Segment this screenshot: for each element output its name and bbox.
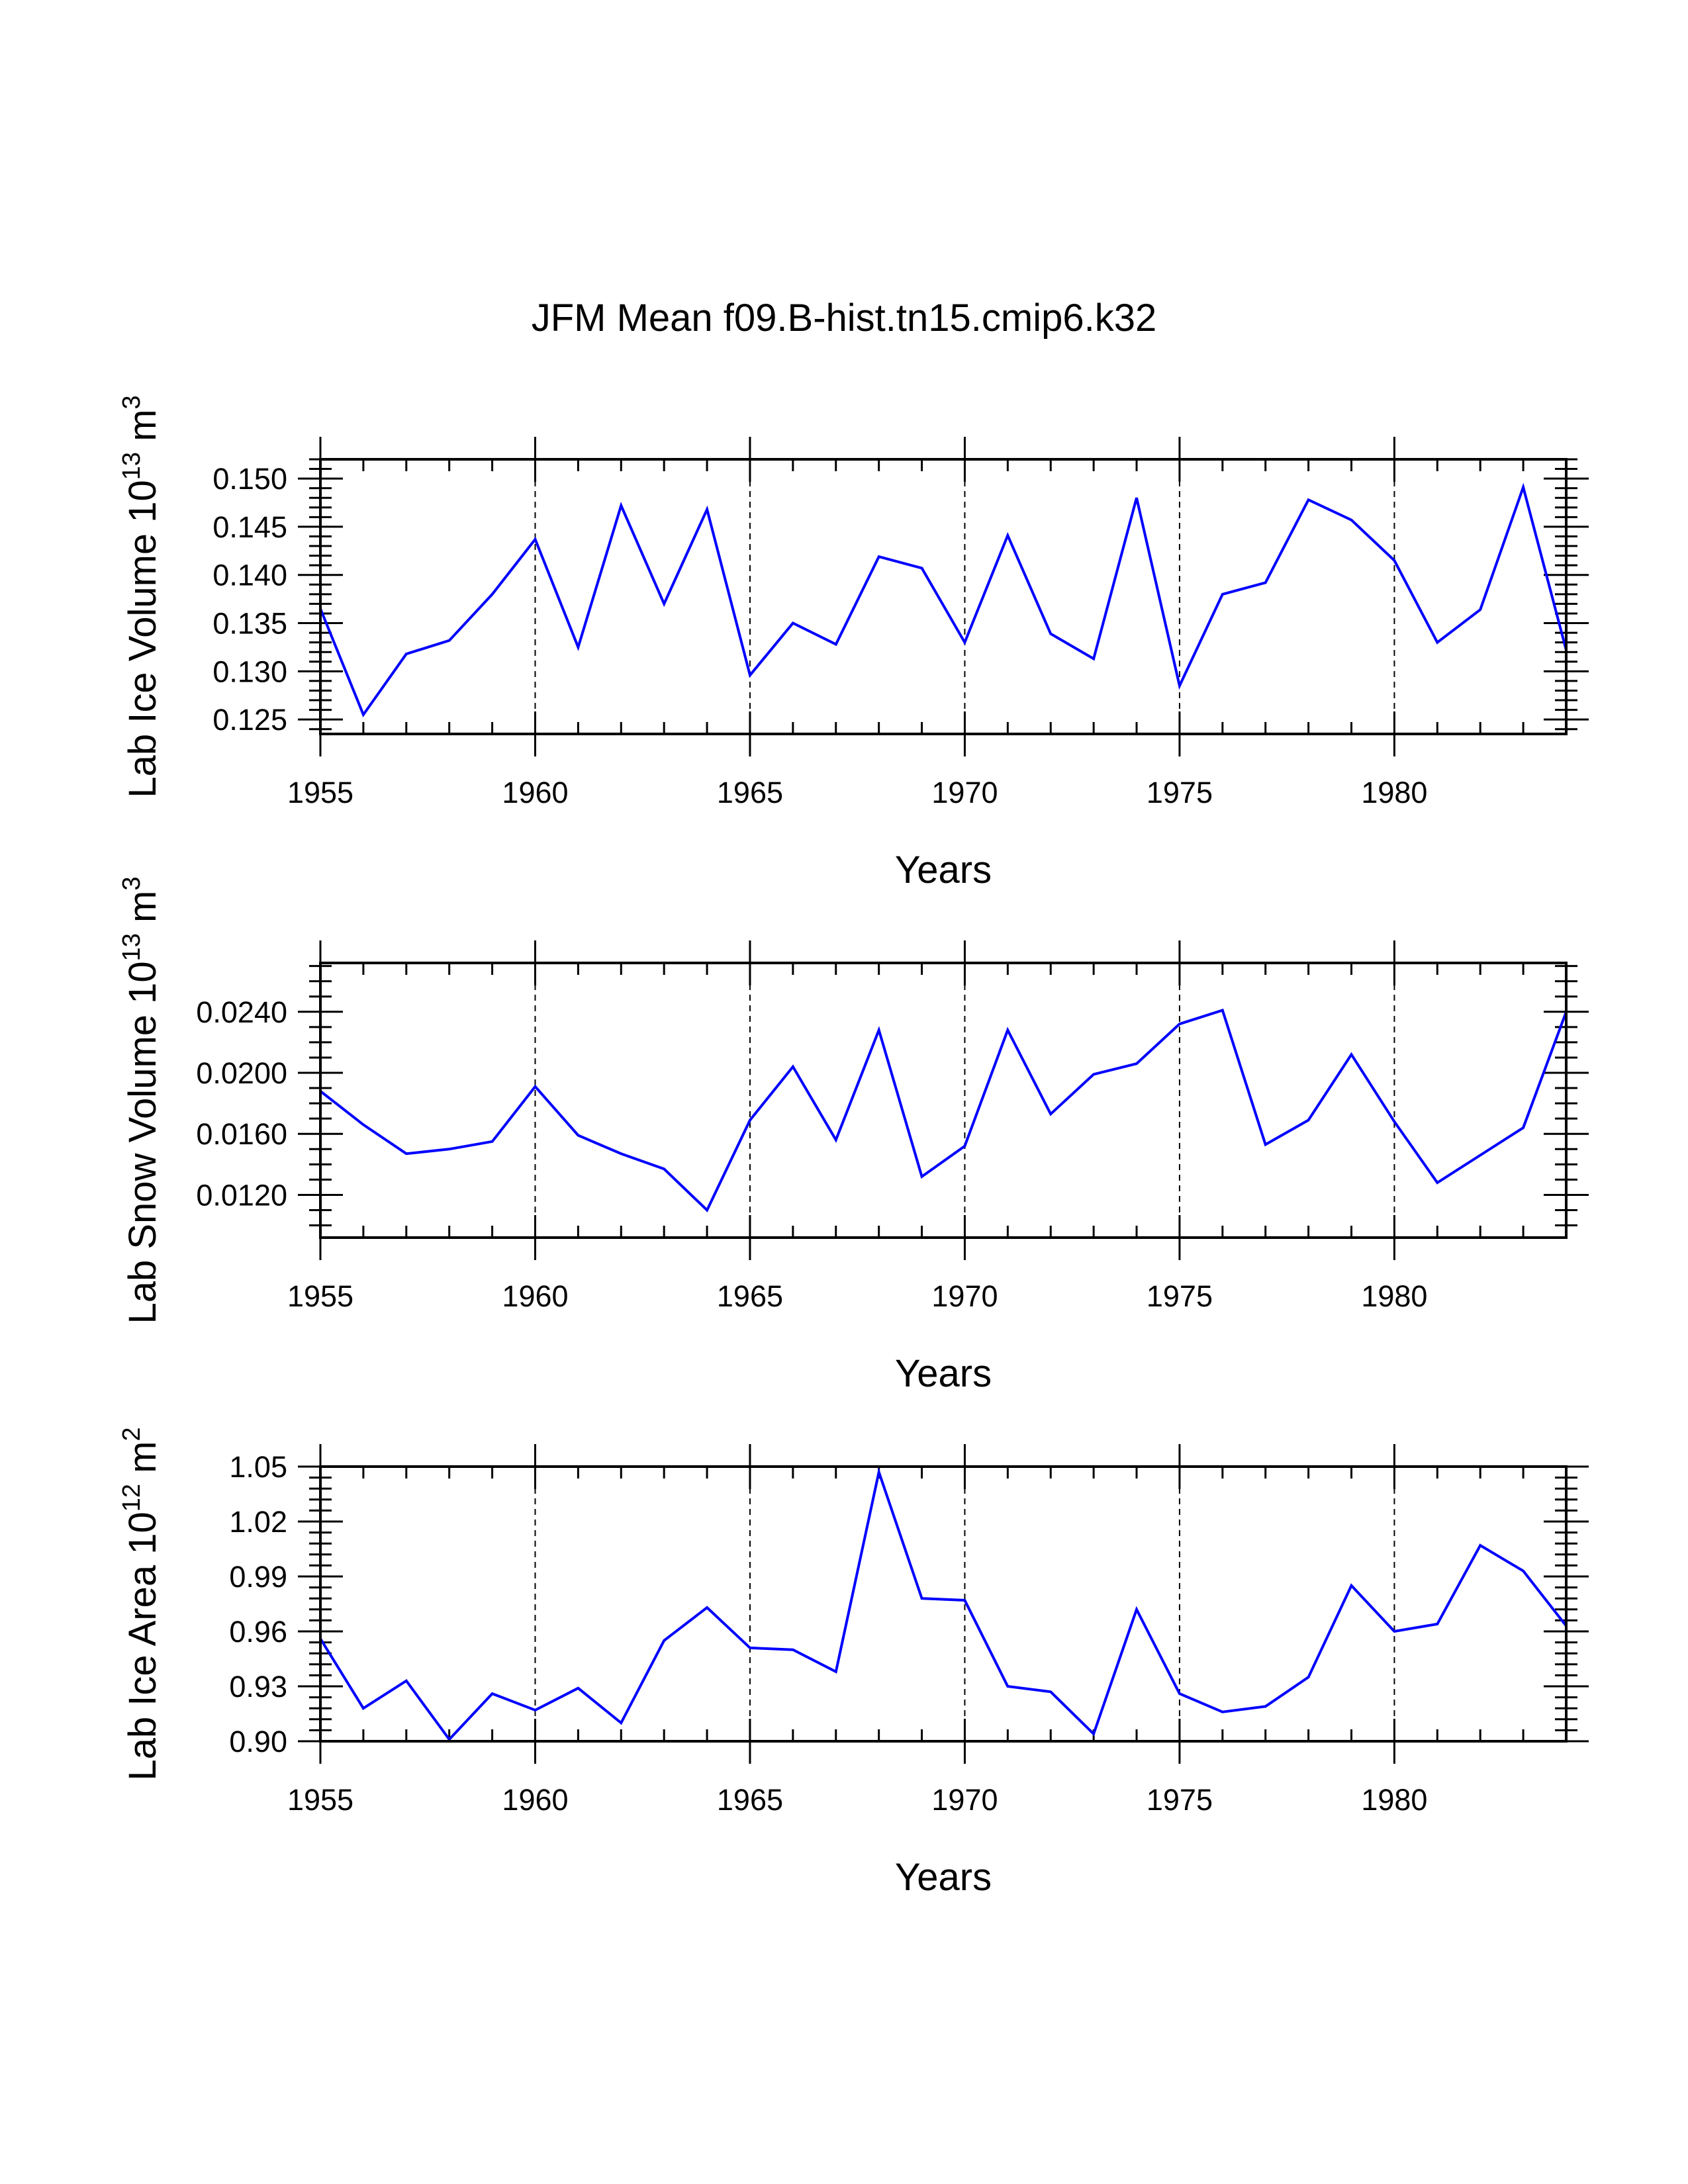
- snow-volume-series-line: [320, 1008, 1566, 1212]
- ice-area-y-axis-label-unit: m: [121, 1441, 164, 1484]
- ice-area-series-line: [320, 1467, 1566, 1741]
- panel-ice-volume: 1955 1960 1965 1970 1975 1980 0.125 0.130 0.135 0…: [118, 395, 1589, 891]
- ice-area-plot-frame: [319, 1465, 1568, 1743]
- snow-volume-y-tick-label: 0.0240: [196, 995, 287, 1029]
- ice-area-y-tick-label: 1.05: [229, 1450, 287, 1484]
- ice-area-x-tick-label: 1975: [1147, 1783, 1213, 1817]
- ice-area-y-axis-label-exponent: 12: [118, 1484, 146, 1512]
- snow-volume-y-tick-label: 0.0160: [196, 1117, 287, 1151]
- snow-volume-x-tick-label: 1960: [502, 1279, 568, 1313]
- ice-volume-x-tick-label: 1975: [1147, 776, 1213, 809]
- ice-volume-y-axis-label-unit: m: [121, 409, 164, 451]
- ice-volume-y-tick-label: 0.135: [212, 607, 287, 641]
- ice-area-y-axis-label-text: Lab Ice Area 10: [121, 1512, 164, 1780]
- ice-volume-y-tick-label: 0.145: [212, 510, 287, 544]
- ice-volume-plot-frame: [319, 458, 1568, 735]
- snow-volume-y-axis-label: Lab Snow Volume 1013 m3: [118, 876, 164, 1324]
- snow-volume-y-tick-label: 0.0200: [196, 1056, 287, 1090]
- ice-area-y-tick-label: 1.02: [229, 1505, 287, 1539]
- snow-volume-y-tick-label: 0.0120: [196, 1178, 287, 1212]
- ice-area-x-tick-label: 1955: [287, 1783, 353, 1817]
- ice-volume-y-axis-label-text: Lab Ice Volume 10: [121, 480, 164, 797]
- snow-volume-y-axis-label-text: Lab Snow Volume 10: [121, 961, 164, 1324]
- ice-volume-series-line: [320, 482, 1566, 718]
- snow-volume-x-tick-label: 1965: [717, 1279, 783, 1313]
- ice-volume-y-axis-label: Lab Ice Volume 1013 m3: [118, 395, 164, 797]
- ice-area-y-axis-label-unit-exponent: 2: [118, 1427, 146, 1441]
- snow-volume-x-tick-label: 1955: [287, 1279, 353, 1313]
- ice-area-y-tick-label: 0.90: [229, 1725, 287, 1758]
- panel-ice-area: 1955 1960 1965 1970 1975 1980 0.90 0.93 0.96 0.99…: [118, 1427, 1589, 1899]
- snow-volume-y-axis-label-unit: m: [121, 891, 164, 933]
- ice-area-x-tick-label: 1965: [717, 1783, 783, 1817]
- chart-title: JFM Mean f09.B-hist.tn15.cmip6.k32: [532, 296, 1157, 340]
- snow-volume-x-axis-label: Years: [895, 1352, 992, 1395]
- ice-volume-x-tick-label: 1965: [717, 776, 783, 809]
- ice-volume-x-tick-label: 1970: [931, 776, 998, 809]
- snow-volume-x-tick-label: 1970: [931, 1279, 998, 1313]
- snow-volume-y-axis-label-unit-exponent: 3: [118, 876, 146, 890]
- ice-area-x-tick-label: 1980: [1361, 1783, 1427, 1817]
- snow-volume-plot-frame: [319, 962, 1568, 1239]
- ice-area-y-axis-label: Lab Ice Area 1012 m2: [118, 1427, 164, 1780]
- snow-volume-y-axis-label-exponent: 13: [118, 933, 146, 961]
- ice-area-x-tick-label: 1960: [502, 1783, 568, 1817]
- ice-volume-y-tick-label: 0.150: [212, 462, 287, 496]
- ice-area-y-tick-label: 0.99: [229, 1560, 287, 1594]
- ice-area-x-tick-label: 1970: [931, 1783, 998, 1817]
- ice-volume-y-tick-label: 0.125: [212, 703, 287, 737]
- ice-area-y-tick-label: 0.96: [229, 1615, 287, 1649]
- ice-volume-x-tick-label: 1955: [287, 776, 353, 809]
- ice-volume-y-axis-label-unit-exponent: 3: [118, 395, 146, 409]
- ice-volume-y-tick-label: 0.140: [212, 559, 287, 592]
- snow-volume-x-tick-label: 1980: [1361, 1279, 1427, 1313]
- snow-volume-x-tick-label: 1975: [1147, 1279, 1213, 1313]
- ice-volume-y-tick-label: 0.130: [212, 655, 287, 688]
- ice-volume-x-tick-label: 1960: [502, 776, 568, 809]
- ice-area-x-axis-label: Years: [895, 1856, 992, 1899]
- ice-volume-x-axis-label: Years: [895, 848, 992, 891]
- panel-snow-volume: 1955 1960 1965 1970 1975 1980 0.0120 0.0160 0.02…: [118, 876, 1589, 1395]
- ice-volume-x-tick-label: 1980: [1361, 776, 1427, 809]
- ice-area-y-tick-label: 0.93: [229, 1670, 287, 1704]
- ice-volume-y-axis-label-exponent: 13: [118, 452, 146, 480]
